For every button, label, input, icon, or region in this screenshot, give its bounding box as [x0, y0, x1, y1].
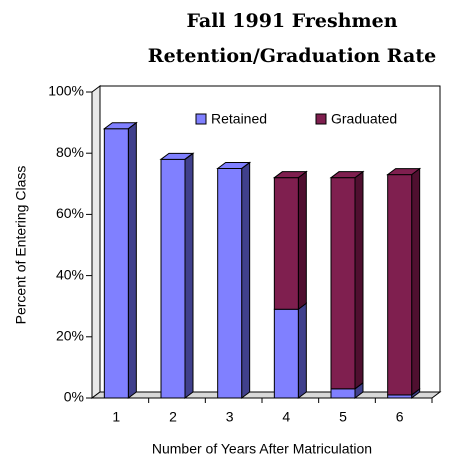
- y-tick-label: 0%: [64, 389, 84, 405]
- bar: [330, 388, 356, 399]
- legend-label: Graduated: [331, 111, 397, 127]
- chart-title: Retention/Graduation Rate: [148, 45, 436, 67]
- bar: [273, 177, 299, 310]
- y-tick-label: 60%: [56, 205, 84, 221]
- y-tick-label: 40%: [56, 266, 84, 282]
- legend-label: Retained: [211, 111, 267, 127]
- side-wall: [91, 85, 101, 399]
- chart-title: Fall 1991 Freshmen: [186, 10, 397, 32]
- y-axis-label: Percent of Entering Class: [13, 166, 29, 325]
- bar-side: [128, 122, 137, 130]
- bar-side: [241, 162, 250, 169]
- bar-side: [241, 161, 251, 399]
- bar-top: [329, 171, 365, 179]
- bar-side: [127, 121, 137, 399]
- bar: [103, 128, 129, 399]
- bar-top: [386, 168, 422, 176]
- bar-side: [297, 302, 307, 399]
- x-tick-label: 5: [339, 409, 347, 425]
- x-tick-label: 2: [169, 409, 177, 425]
- bar: [160, 158, 186, 399]
- bar-side: [297, 170, 307, 311]
- bar-side: [411, 167, 421, 396]
- bar: [273, 308, 299, 399]
- bar-side: [354, 170, 364, 390]
- y-tick-label: 100%: [48, 83, 84, 99]
- legend-swatch: [195, 113, 207, 125]
- x-tick-label: 3: [226, 409, 234, 425]
- y-tick-label: 80%: [56, 144, 84, 160]
- x-axis-label: Number of Years After Matriculation: [152, 441, 372, 457]
- bar-top: [272, 171, 308, 179]
- legend-swatch: [315, 113, 327, 125]
- x-tick-label: 4: [282, 409, 290, 425]
- x-tick-label: 1: [112, 409, 120, 425]
- bar-side: [184, 152, 194, 399]
- bar: [217, 168, 243, 399]
- back-wall: [99, 85, 441, 393]
- x-tick-label: 6: [396, 409, 404, 425]
- bar: [387, 174, 413, 396]
- bar-side: [184, 152, 194, 160]
- bar: [330, 177, 356, 390]
- y-tick-label: 20%: [56, 328, 84, 344]
